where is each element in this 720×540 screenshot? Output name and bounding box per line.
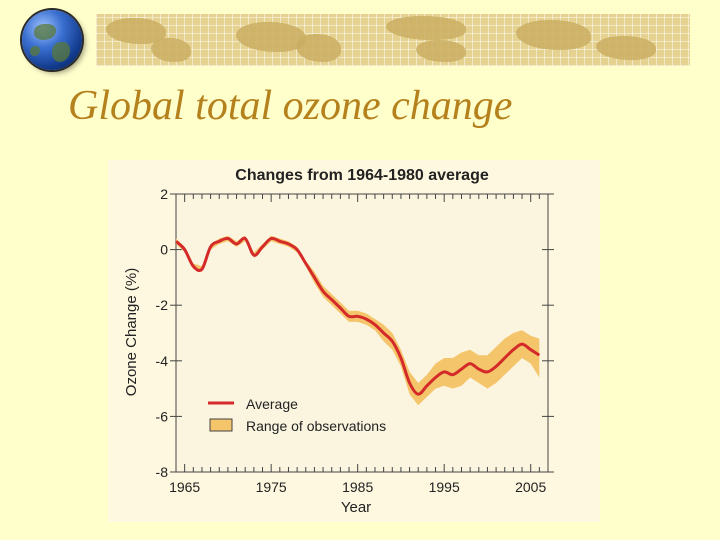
y-tick-label: 2 — [160, 186, 168, 202]
plot-area — [175, 193, 549, 473]
y-tick-label: -2 — [156, 297, 169, 313]
x-tick-label: 1985 — [342, 479, 373, 495]
average-line — [174, 236, 541, 396]
range-of-observations-band — [176, 235, 540, 406]
chart-title: Changes from 1964-1980 average — [235, 167, 489, 184]
ozone-change-chart: Changes from 1964-1980 average 2 0 -2 -4 -6 -… — [123, 167, 554, 516]
y-tick-label: 0 — [160, 242, 168, 258]
x-tick-label: 1995 — [429, 479, 460, 495]
world-map-banner — [96, 14, 690, 66]
legend-average-label: Average — [246, 396, 298, 412]
legend-range-label: Range of observations — [246, 418, 386, 434]
y-axis-title: Ozone Change (%) — [123, 268, 140, 396]
y-tick-label: -4 — [156, 353, 169, 369]
x-tick-label: 1975 — [256, 479, 287, 495]
globe-logo — [22, 10, 82, 70]
chart-panel: Changes from 1964-1980 average 2 0 -2 -4 -6 -… — [108, 160, 600, 522]
x-tick-label: 2005 — [515, 479, 546, 495]
legend-range-swatch — [209, 418, 233, 432]
x-axis-title: Year — [341, 499, 371, 516]
y-tick-label: -8 — [156, 464, 169, 480]
x-tick-label: 1965 — [169, 479, 200, 495]
y-tick-label: -6 — [156, 408, 169, 424]
slide-title: Global total ozone change — [68, 83, 513, 129]
